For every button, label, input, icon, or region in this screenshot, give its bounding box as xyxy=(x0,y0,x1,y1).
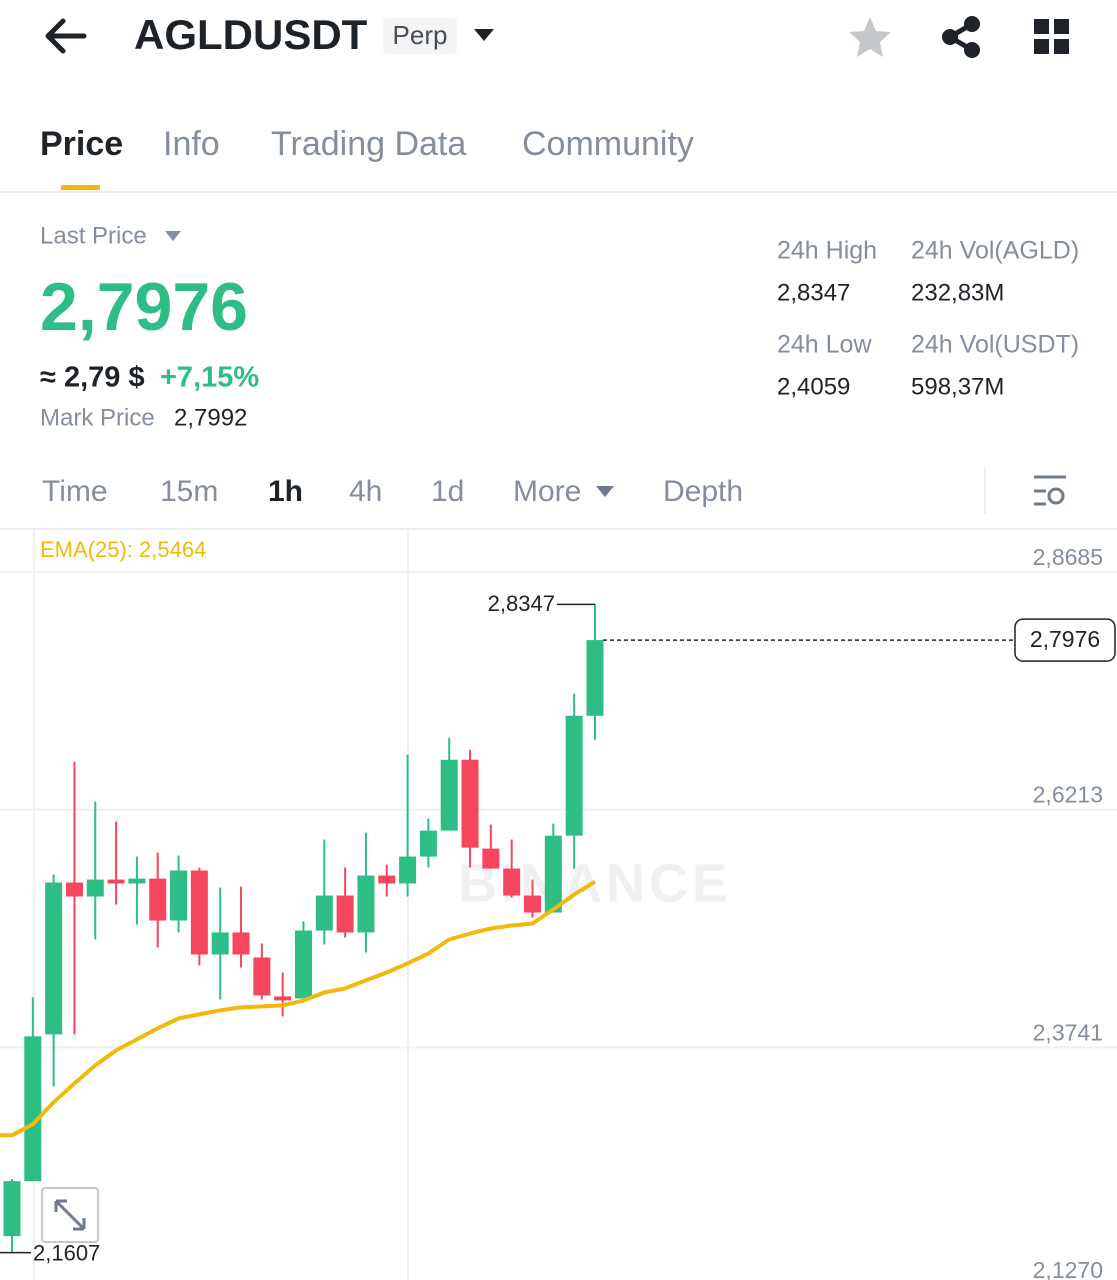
tab[interactable]: Info xyxy=(163,125,220,163)
candle-body xyxy=(524,895,541,913)
perp-badge: Perp xyxy=(393,20,448,50)
candle-body xyxy=(482,848,500,869)
last-price-tag xyxy=(1014,618,1116,662)
low-marker-label: 2,1607 xyxy=(33,1240,100,1265)
candle-body xyxy=(24,1036,42,1182)
fullscreen-button[interactable] xyxy=(41,1187,99,1243)
candle-body xyxy=(86,879,104,897)
candle-body xyxy=(232,932,250,955)
candle-body xyxy=(378,875,396,884)
chart-settings[interactable] xyxy=(1034,475,1066,506)
candle-body xyxy=(336,895,354,933)
y-tick-label: 2,8685 xyxy=(1033,544,1103,570)
badge-bg xyxy=(383,18,457,54)
y-tick-label: 2,6213 xyxy=(1033,782,1103,808)
candle-body xyxy=(211,932,229,955)
stat-value: 2,8347 xyxy=(777,279,850,306)
candle-body xyxy=(419,830,437,857)
symbol-title: AGLDUSDT xyxy=(134,11,368,58)
tab[interactable]: Community xyxy=(522,125,694,163)
stat-label: 24h High xyxy=(777,237,877,265)
candle-body xyxy=(3,1181,21,1237)
stat-value: 2,4059 xyxy=(777,373,850,400)
interval[interactable]: 15m xyxy=(160,475,218,508)
candle-body xyxy=(274,996,292,1001)
last-price-tag-label: 2,7976 xyxy=(1030,626,1100,652)
candle-body xyxy=(544,835,562,913)
interval[interactable]: More xyxy=(513,475,581,508)
interval[interactable]: Time xyxy=(42,475,108,508)
candle-body xyxy=(294,930,312,999)
more-dropdown[interactable] xyxy=(596,486,614,497)
grid-menu[interactable] xyxy=(1034,19,1069,54)
candle-body xyxy=(586,640,604,716)
back-button[interactable] xyxy=(45,18,87,54)
candle-body xyxy=(357,875,375,933)
ema-line xyxy=(0,879,597,1138)
candle-body xyxy=(149,878,167,921)
candle-body xyxy=(399,856,417,884)
high-marker-label: 2,8347 xyxy=(488,591,555,616)
candle-body xyxy=(45,882,63,1035)
stat-label: 24h Low xyxy=(777,331,872,359)
symbol-dropdown[interactable] xyxy=(474,29,494,41)
stat-value: 598,37M xyxy=(911,373,1004,400)
tab[interactable]: Trading Data xyxy=(271,125,466,163)
candle-body xyxy=(440,759,458,831)
candle-body xyxy=(461,759,479,848)
stat-label: 24h Vol(USDT) xyxy=(911,331,1079,359)
y-tick-label: 2,3741 xyxy=(1033,1019,1103,1045)
candle-body xyxy=(315,895,333,931)
last-price-label: Last Price xyxy=(40,222,147,249)
candle-body xyxy=(170,870,188,921)
tab[interactable]: Price xyxy=(40,125,123,163)
tab-indicator xyxy=(61,185,100,190)
candle-body xyxy=(565,715,583,836)
candle-body xyxy=(65,882,83,897)
stat-label: 24h Vol(AGLD) xyxy=(911,237,1079,265)
last-price: 2,7976 xyxy=(40,269,248,345)
share-button[interactable] xyxy=(942,16,980,58)
candle-body xyxy=(107,879,125,884)
interval[interactable]: 1d xyxy=(431,475,464,508)
y-tick-label: 2,1270 xyxy=(1033,1257,1103,1280)
mark-price-label: Mark Price xyxy=(40,404,155,431)
interval[interactable]: 4h xyxy=(349,475,382,508)
candle-body xyxy=(190,870,208,955)
approx-price: ≈ 2,79 $ xyxy=(40,362,145,394)
favorite-star[interactable] xyxy=(849,17,891,57)
interval[interactable]: 1h xyxy=(268,475,303,508)
mark-price: 2,7992 xyxy=(174,404,247,431)
stat-value: 232,83M xyxy=(911,279,1004,306)
candle-body xyxy=(253,957,271,996)
candle-body xyxy=(503,868,521,896)
last-price-dropdown[interactable] xyxy=(165,231,181,241)
price-change: +7,15% xyxy=(160,362,259,394)
candle-body xyxy=(128,878,146,884)
ema-label: EMA(25): 2,5464 xyxy=(40,537,206,562)
interval[interactable]: Depth xyxy=(663,475,743,508)
